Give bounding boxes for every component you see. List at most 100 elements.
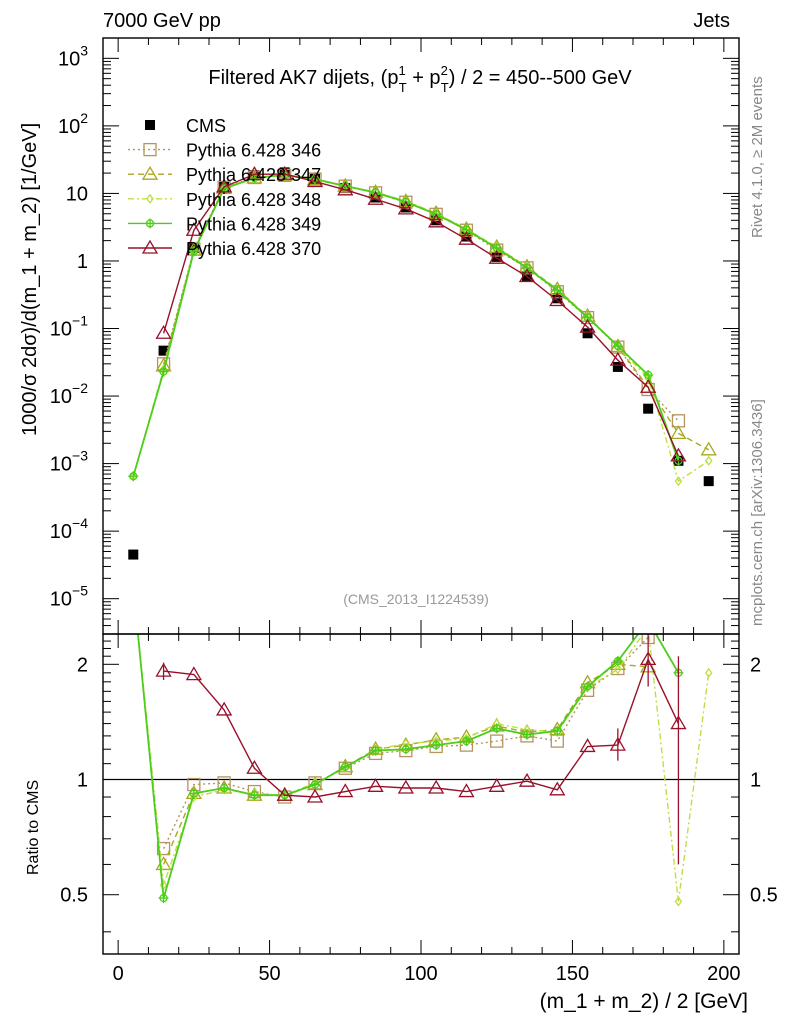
ratio-tick-label-left: 0.5	[60, 885, 88, 907]
ratio-series-pythia-6-428-370	[155, 651, 687, 803]
ratio-point-pythia-6-428-370	[488, 778, 505, 792]
ratio-point-pythia-6-428-346	[490, 734, 504, 748]
main-plot: 10−5 10−4 10−3 10−2 10−1 1 10 102 103	[50, 37, 739, 635]
legend-label: Pythia 6.428 348	[186, 190, 321, 210]
legend-label: Pythia 6.428 346	[186, 141, 321, 161]
y-tick-label: 10	[66, 183, 88, 205]
ratio-point-pythia-6-428-370	[185, 666, 202, 681]
main-point-pythia-6-428-370	[306, 173, 324, 188]
main-point-pythia-6-428-348	[674, 476, 683, 487]
watermark: (CMS_2013_I1224539)	[343, 591, 489, 607]
ratio-point-pythia-6-428-346	[156, 841, 171, 856]
ratio-point-pythia-6-428-348	[130, 582, 136, 590]
ratio-frame	[102, 633, 740, 955]
x-tick-label: 50	[258, 963, 280, 985]
y-tick-label: 10−5	[50, 583, 88, 611]
ratio-point-pythia-6-428-348	[674, 896, 683, 907]
y-tick-label: 102	[58, 110, 88, 138]
main-point-pythia-6-428-370	[185, 221, 202, 236]
ratio-line-pythia-6-428-346	[162, 637, 649, 849]
legend-marker	[141, 165, 159, 180]
y-tick-label: 10−1	[50, 313, 88, 341]
ratio-tick-label-right: 0.5	[750, 885, 778, 907]
legend-marker	[145, 120, 155, 130]
mcplots-label: mcplots.cern.ch [arXiv:1306.3436]	[749, 399, 766, 626]
main-point-pythia-6-428-370	[246, 165, 263, 180]
main-point-pythia-6-428-370	[670, 447, 687, 462]
legend-label: Pythia 6.428 370	[186, 239, 321, 259]
y-tick-label: 10−3	[50, 448, 88, 476]
main-point-cms	[703, 476, 714, 487]
main-point-cms	[400, 202, 411, 213]
ratio-tick-label-right: 2	[750, 654, 761, 676]
legend-marker	[141, 239, 159, 254]
main-point-pythia-6-428-370	[518, 268, 536, 283]
ratio-point-pythia-6-428-370	[549, 781, 566, 796]
legend-label: CMS	[186, 116, 226, 136]
main-point-pythia-6-428-370	[337, 181, 354, 196]
main-point-cms	[612, 361, 623, 372]
y-tick-label: 103	[58, 42, 88, 70]
legend-marker	[143, 142, 157, 157]
ratio-point-pythia-6-428-370	[337, 783, 354, 798]
rivet-label: Rivet 4.1.0, ≥ 2M events	[749, 76, 766, 238]
main-point-pythia-6-428-370	[367, 190, 384, 205]
ratio-plot: 0 50 100 150 200 0.5 0.5 1 1 2 2	[60, 582, 778, 985]
ratio-point-pythia-6-428-370	[458, 783, 475, 798]
main-point-pythia-6-428-370	[397, 200, 414, 215]
ratio-line-pythia-6-428-348	[137, 634, 710, 902]
main-point-pythia-6-428-370	[640, 378, 657, 393]
x-tick-label: 0	[113, 963, 124, 985]
main-series-pythia-6-428-370	[155, 165, 687, 462]
ratio-point-pythia-6-428-370	[216, 701, 233, 716]
legend-marker	[146, 193, 154, 204]
ratio-point-pythia-6-428-349	[645, 617, 652, 624]
ratio-series-pythia-6-428-347	[155, 656, 657, 871]
main-point-cms	[128, 549, 139, 560]
ratio-point-pythia-6-428-349	[130, 583, 137, 590]
ratio-series-pythia-6-428-349	[130, 583, 684, 904]
main-point-pythia-6-428-370	[155, 324, 172, 339]
ratio-point-pythia-6-428-348	[614, 664, 622, 675]
ratio-point-pythia-6-428-370	[367, 778, 384, 792]
ratio-point-pythia-6-428-370	[246, 759, 263, 774]
ratio-point-pythia-6-428-370	[579, 738, 596, 753]
legend-label: Pythia 6.428 349	[186, 214, 321, 234]
ratio-tick-label-left: 2	[77, 654, 88, 676]
main-point-pythia-6-428-346	[671, 414, 686, 428]
main-point-pythia-6-428-370	[579, 318, 596, 333]
legend-label: Pythia 6.428 347	[186, 165, 321, 185]
plot-title: Filtered AK7 dijets, (p1 T + p2 T) / 2 = 4…	[208, 63, 632, 95]
x-tick-label: 100	[404, 963, 437, 985]
main-point-pythia-6-428-370	[549, 292, 566, 307]
ratio-point-pythia-6-428-370	[428, 779, 445, 794]
ratio-line-pythia-6-428-349	[137, 634, 680, 899]
main-point-cms	[158, 345, 169, 356]
y-tick-label: 10−2	[50, 380, 88, 408]
ratio-point-pythia-6-428-348	[645, 623, 651, 631]
main-point-pythia-6-428-370	[428, 213, 445, 228]
ratio-ylabel: Ratio to CMS	[25, 780, 42, 875]
x-tick-label: 150	[556, 963, 589, 985]
main-point-pythia-6-428-370	[216, 178, 233, 193]
y-tick-label: 1	[77, 251, 88, 273]
main-point-pythia-6-428-347	[670, 425, 687, 440]
ratio-point-pythia-6-428-370	[397, 779, 414, 794]
ratio-point-pythia-6-428-348	[704, 667, 713, 678]
xlabel: (m_1 + m_2) / 2 [GeV]	[540, 990, 748, 1013]
main-point-pythia-6-428-370	[458, 230, 475, 245]
main-point-cms	[643, 403, 654, 414]
main-point-pythia-6-428-348	[704, 455, 713, 466]
main-point-pythia-6-428-346	[520, 261, 534, 275]
main-point-pythia-6-428-348	[644, 372, 652, 384]
legend: CMS Pythia 6.428 346 Pythia 6.428 347 Pythi…	[128, 116, 321, 259]
main-point-pythia-6-428-370	[609, 351, 626, 366]
main-point-pythia-6-428-370	[276, 165, 293, 180]
header-right: Jets	[693, 10, 730, 32]
main-point-pythia-6-428-370	[488, 249, 505, 264]
header-left: 7000 GeV pp	[103, 10, 221, 32]
main-point-cms	[582, 328, 593, 339]
ratio-tick-label-right: 1	[750, 770, 761, 792]
ratio-point-pythia-6-428-370	[518, 772, 536, 787]
